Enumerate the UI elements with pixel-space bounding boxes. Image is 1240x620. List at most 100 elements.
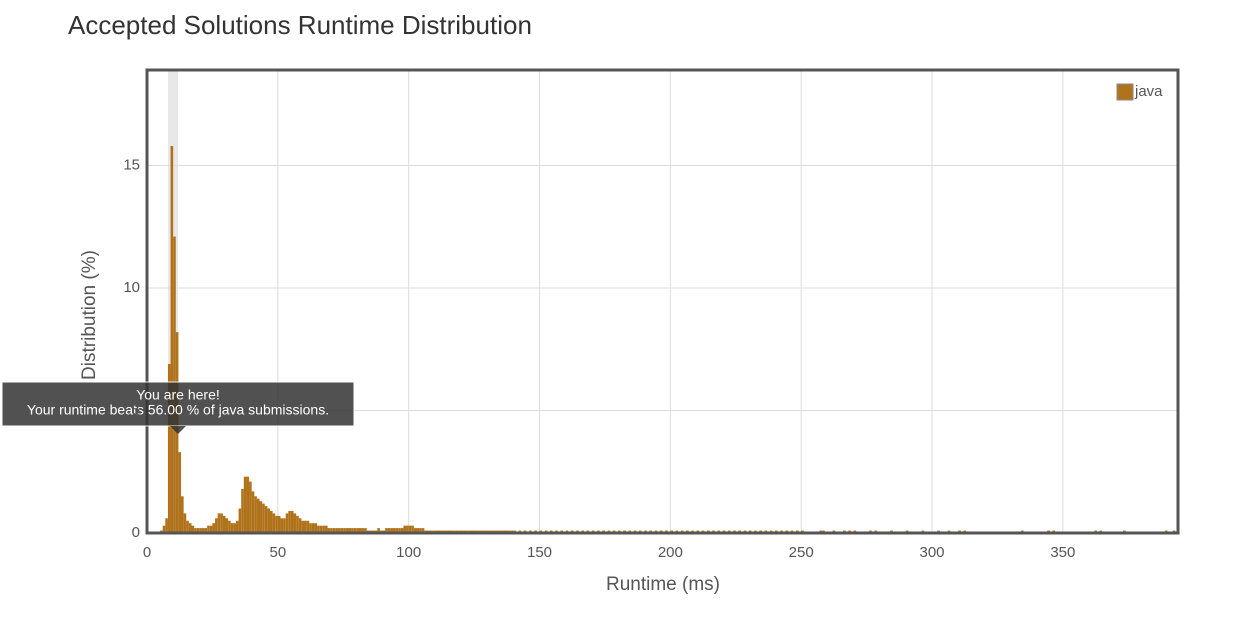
bar bbox=[283, 518, 286, 533]
bar bbox=[225, 518, 229, 533]
bar bbox=[358, 528, 362, 533]
bar bbox=[217, 513, 221, 533]
bar bbox=[296, 515, 299, 533]
bar bbox=[243, 476, 247, 533]
bar bbox=[322, 525, 325, 533]
bar bbox=[403, 525, 407, 533]
bar bbox=[353, 528, 357, 533]
x-tick-label: 300 bbox=[920, 544, 945, 561]
bar bbox=[332, 528, 336, 533]
y-tick-label: 0 bbox=[132, 524, 140, 541]
bar bbox=[327, 528, 331, 533]
x-tick-label: 350 bbox=[1050, 544, 1075, 561]
bar bbox=[345, 528, 349, 533]
bar bbox=[183, 513, 187, 533]
bar bbox=[400, 528, 404, 533]
chart-title: Accepted Solutions Runtime Distribution bbox=[68, 10, 532, 40]
bar bbox=[356, 528, 359, 533]
bar bbox=[162, 525, 166, 533]
bar bbox=[361, 528, 365, 533]
bar bbox=[188, 523, 192, 533]
x-tick-label: 50 bbox=[269, 544, 286, 561]
bar bbox=[335, 528, 339, 533]
bar bbox=[262, 503, 265, 533]
bar bbox=[212, 523, 216, 533]
bar bbox=[408, 525, 412, 533]
bar bbox=[285, 513, 289, 533]
tooltip-line: You are here! bbox=[136, 387, 220, 403]
bar bbox=[351, 528, 354, 533]
bar bbox=[246, 476, 250, 533]
legend-swatch bbox=[1116, 83, 1134, 101]
bar bbox=[220, 513, 223, 533]
bar bbox=[340, 528, 344, 533]
y-tick-label: 10 bbox=[123, 279, 140, 296]
bar bbox=[254, 496, 257, 533]
bar bbox=[324, 525, 328, 533]
bar bbox=[259, 501, 263, 533]
bar bbox=[411, 525, 414, 533]
bar bbox=[387, 528, 391, 533]
legend-label: java bbox=[1134, 83, 1163, 100]
bar bbox=[167, 363, 171, 533]
bar bbox=[238, 508, 242, 533]
bar bbox=[416, 528, 420, 533]
y-tick-label: 15 bbox=[123, 157, 140, 174]
bar bbox=[191, 525, 195, 533]
bar bbox=[406, 525, 409, 533]
bar bbox=[230, 523, 234, 533]
bar bbox=[364, 528, 367, 533]
x-axis-label: Runtime (ms) bbox=[606, 574, 720, 595]
bar bbox=[317, 525, 320, 533]
bar bbox=[241, 488, 244, 533]
bar bbox=[215, 518, 218, 533]
bar bbox=[170, 145, 174, 533]
bar bbox=[280, 518, 284, 533]
bar bbox=[338, 528, 341, 533]
x-tick-label: 0 bbox=[143, 544, 151, 561]
bar bbox=[395, 528, 399, 533]
x-tick-label: 250 bbox=[789, 544, 814, 561]
bar bbox=[330, 528, 333, 533]
bar bbox=[288, 510, 291, 533]
bar bbox=[233, 523, 236, 533]
y-tick-label: 5 bbox=[132, 401, 140, 418]
bar bbox=[165, 518, 168, 533]
bar bbox=[251, 491, 255, 533]
bar bbox=[194, 528, 197, 533]
bar bbox=[377, 528, 380, 533]
bar bbox=[201, 528, 205, 533]
tooltip-arrow bbox=[170, 426, 186, 434]
bar bbox=[319, 525, 323, 533]
bar bbox=[267, 508, 270, 533]
bar bbox=[304, 520, 307, 533]
bar bbox=[275, 515, 278, 533]
bar bbox=[298, 518, 302, 533]
bar bbox=[348, 528, 352, 533]
bar bbox=[249, 481, 252, 533]
bar bbox=[309, 523, 312, 533]
bar bbox=[392, 528, 396, 533]
bar bbox=[209, 525, 213, 533]
bar bbox=[398, 528, 401, 533]
bar bbox=[222, 515, 226, 533]
bar bbox=[256, 498, 260, 533]
bar bbox=[207, 525, 210, 533]
bar bbox=[196, 528, 200, 533]
x-tick-label: 100 bbox=[396, 544, 421, 561]
bar bbox=[269, 510, 273, 533]
bar bbox=[277, 515, 281, 533]
bar bbox=[390, 528, 393, 533]
bar bbox=[301, 520, 305, 533]
x-tick-label: 150 bbox=[527, 544, 552, 561]
bar bbox=[293, 513, 297, 533]
bar bbox=[181, 496, 184, 533]
plot-frame bbox=[145, 68, 1180, 535]
bar bbox=[311, 523, 315, 533]
bar bbox=[421, 528, 425, 533]
bar bbox=[204, 528, 208, 533]
bar bbox=[419, 528, 422, 533]
tooltip: You are here! Your runtime beats 56.00 %… bbox=[1, 381, 355, 434]
bar bbox=[306, 520, 310, 533]
